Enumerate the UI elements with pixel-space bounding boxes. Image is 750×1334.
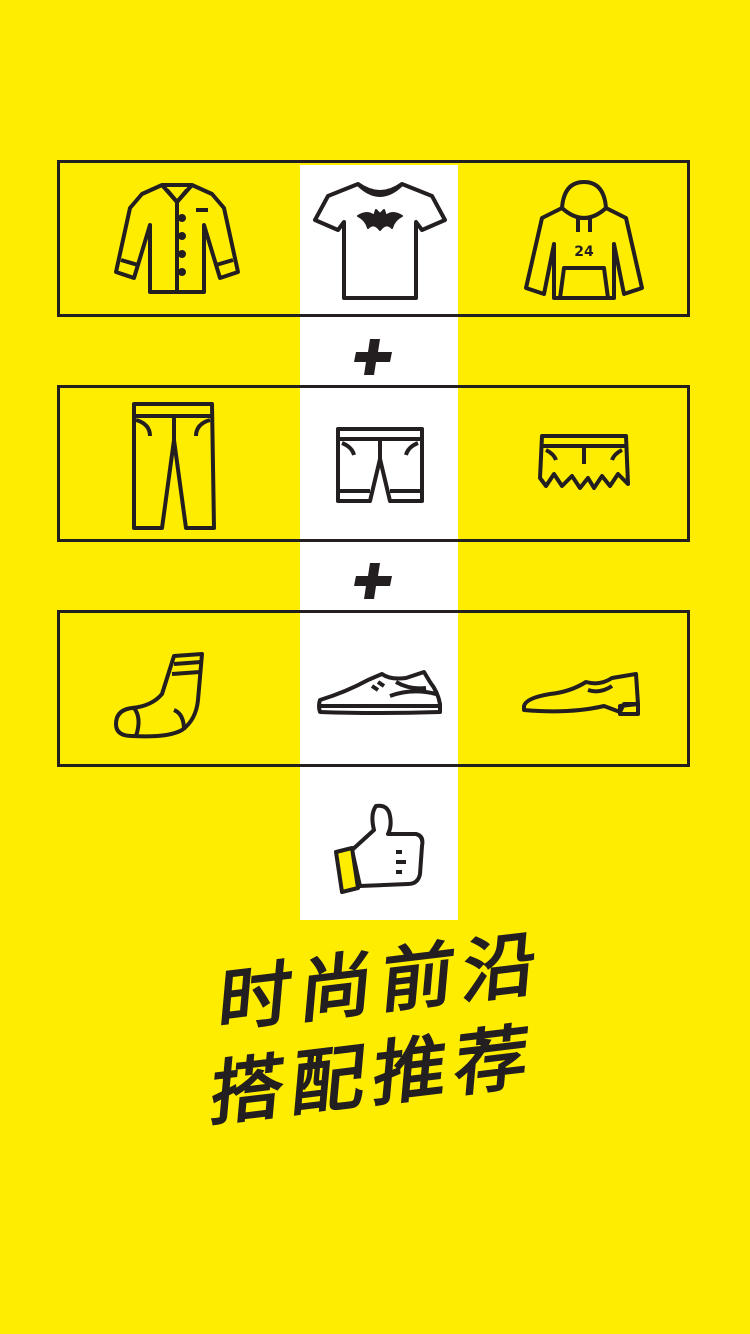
hoodie-icon[interactable]: 24 — [522, 178, 646, 302]
tshirt-icon[interactable] — [312, 180, 448, 302]
bottoms-row — [57, 385, 690, 542]
thumbs-up-icon[interactable] — [330, 800, 430, 896]
selected-column — [300, 165, 458, 920]
sneaker-icon[interactable] — [316, 668, 444, 720]
plus-icon — [354, 561, 394, 601]
shirt-icon[interactable] — [112, 180, 242, 300]
shorts-icon[interactable] — [334, 425, 426, 507]
ripped-shorts-icon[interactable] — [536, 432, 632, 500]
hoodie-number: 24 — [574, 244, 594, 260]
sock-icon[interactable] — [112, 650, 208, 740]
dress-shoe-icon[interactable] — [520, 670, 642, 720]
plus-icon — [354, 337, 394, 377]
footwear-row — [57, 610, 690, 767]
trousers-icon[interactable] — [128, 400, 218, 532]
tops-row — [57, 160, 690, 317]
